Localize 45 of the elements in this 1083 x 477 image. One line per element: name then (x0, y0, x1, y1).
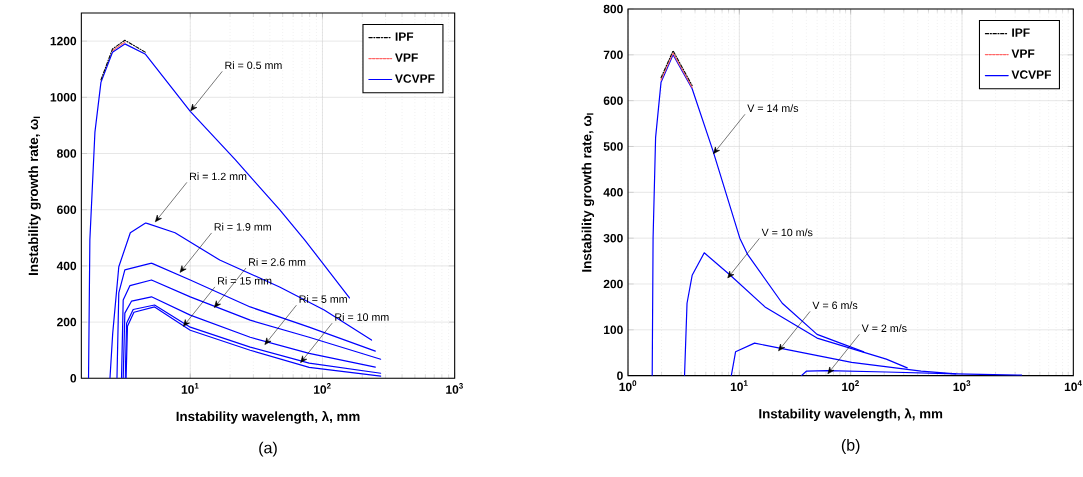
annotation: Ri = 1.9 mm (214, 222, 271, 231)
y-tick-label: 0 (617, 371, 623, 380)
annotation: Ri = 10 mm (335, 313, 389, 321)
annotation: V = 2 m/s (861, 324, 907, 333)
y-tick-label: 600 (57, 205, 77, 214)
y-tick-label: 100 (604, 325, 623, 335)
y-tick-label: 800 (603, 4, 623, 14)
annotation: V = 10 m/s (761, 228, 813, 237)
y-tick-label: 600 (603, 96, 623, 105)
x-tick-label: 10$^{3}$ (446, 383, 463, 394)
legend-label: IPF (1012, 28, 1030, 37)
x-tick-label: 10$^{2}$ (313, 383, 331, 394)
legend-label: VPF (395, 53, 418, 62)
y-tick-label: 700 (603, 50, 623, 60)
x-tick-label: 10$^{2}$ (842, 380, 859, 392)
legend-label: VCVPF (395, 74, 435, 83)
x-axis-title: Instability wavelength, λ, mm (176, 410, 360, 424)
annotation: Ri = 0.5 mm (225, 61, 282, 70)
y-axis-title: Instability growth rate, ω$_{I}$ (28, 116, 41, 275)
legend-label: IPF (395, 32, 414, 41)
y-tick-label: 1200 (50, 36, 77, 46)
annotation: V = 6 m/s (812, 301, 858, 310)
x-tick-label: 10$^{4}$ (1064, 380, 1082, 392)
x-tick-label: 10$^{1}$ (181, 383, 199, 394)
annotation: V = 14 m/s (747, 104, 799, 113)
y-tick-label: 800 (56, 149, 77, 158)
annotation: Ri = 2.6 mm (249, 257, 306, 266)
text: (a) (259, 441, 277, 457)
x-tick-label: 10$^{0}$ (619, 380, 637, 392)
y-tick-label: 1000 (50, 93, 77, 102)
y-tick-label: 200 (57, 317, 77, 327)
y-tick-label: 500 (603, 142, 623, 151)
text: (b) (841, 439, 860, 454)
y-tick-label: 200 (603, 279, 623, 289)
y-tick-label: 400 (603, 188, 623, 197)
x-tick-label: 10$^{1}$ (730, 380, 748, 392)
y-axis-title: Instability growth rate, ω$_{I}$ (581, 113, 595, 272)
annotation: Ri = 1.2 mm (190, 172, 247, 181)
x-tick-label: 10$^{3}$ (953, 380, 971, 392)
legend-label: VPF (1011, 49, 1035, 58)
y-tick-label: 0 (70, 374, 77, 383)
x-axis-title: Instability wavelength, λ, mm (759, 408, 943, 422)
y-tick-label: 400 (56, 261, 77, 271)
legend-label: VCVPF (1011, 70, 1052, 79)
y-tick-label: 300 (603, 233, 623, 243)
